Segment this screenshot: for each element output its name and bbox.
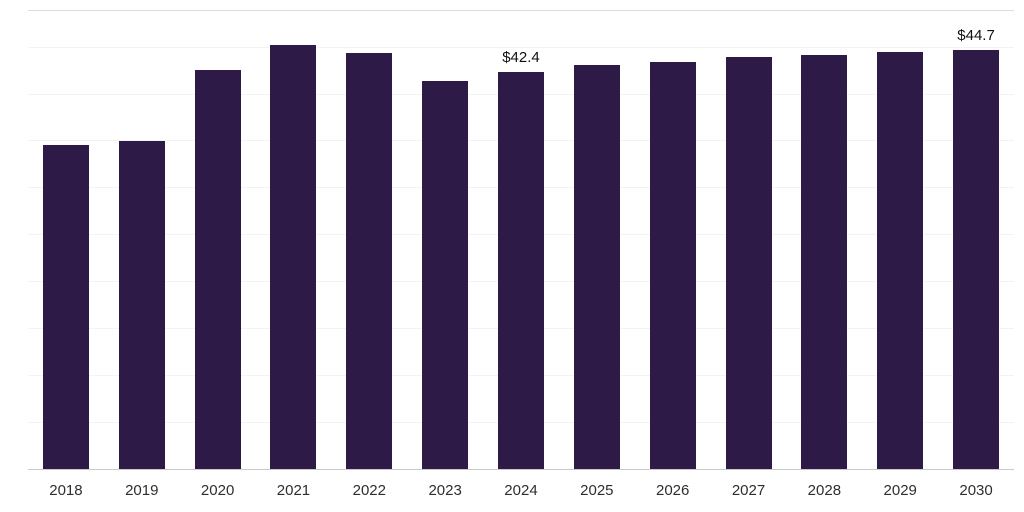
x-tick-label-2024: 2024 bbox=[504, 482, 538, 499]
bar-slot-2019 bbox=[104, 10, 180, 470]
x-tick-label-2023: 2023 bbox=[428, 482, 462, 499]
bars-layer: $42.4 $44.7 bbox=[28, 10, 1014, 470]
x-tick-label-2029: 2029 bbox=[883, 482, 917, 499]
bar-slot-2022 bbox=[331, 10, 407, 470]
bar-2019 bbox=[118, 141, 165, 470]
bar-2021 bbox=[270, 44, 317, 470]
bar-slot-2020 bbox=[180, 10, 256, 470]
bar-2027 bbox=[725, 56, 772, 470]
bar-value-label-2024: $42.4 bbox=[502, 48, 540, 66]
bar-2018 bbox=[42, 145, 89, 470]
plot-top-border bbox=[28, 10, 1014, 11]
bar-slot-2026 bbox=[635, 10, 711, 470]
bar-2025 bbox=[573, 65, 620, 470]
gridline bbox=[28, 46, 1014, 48]
bar-slot-2021 bbox=[256, 10, 332, 470]
bar-2029 bbox=[877, 52, 924, 470]
x-tick-label-2018: 2018 bbox=[49, 482, 83, 499]
x-tick-label-2025: 2025 bbox=[580, 482, 614, 499]
x-tick-label-2030: 2030 bbox=[959, 482, 993, 499]
bar-2026 bbox=[649, 61, 696, 470]
bar-slot-2030: $44.7 bbox=[938, 10, 1014, 470]
x-tick-label-2021: 2021 bbox=[276, 482, 311, 499]
x-tick-label-2027: 2027 bbox=[731, 482, 766, 499]
bar-value-label-2030: $44.7 bbox=[957, 27, 995, 45]
bar-slot-2018 bbox=[28, 10, 104, 470]
bar-slot-2024: $42.4 bbox=[483, 10, 559, 470]
x-axis-labels: 2018 2019 2020 2021 2022 2023 2024 2025 2026 2027… bbox=[28, 470, 1014, 512]
bar-2023 bbox=[422, 81, 469, 470]
x-axis-line bbox=[28, 469, 1014, 470]
bar-slot-2023 bbox=[407, 10, 483, 470]
bar-slot-2025 bbox=[559, 10, 635, 470]
bar-2030 bbox=[953, 50, 1000, 470]
bar-2022 bbox=[346, 53, 393, 470]
bar-slot-2027 bbox=[711, 10, 787, 470]
bar-slot-2028 bbox=[786, 10, 862, 470]
plot-area: $42.4 $44.7 bbox=[28, 10, 1014, 470]
x-tick-label-2026: 2026 bbox=[655, 482, 690, 499]
bar-2020 bbox=[194, 70, 241, 470]
bar-slot-2029 bbox=[862, 10, 938, 470]
x-tick-label-2028: 2028 bbox=[807, 482, 842, 499]
bar-2024 bbox=[497, 71, 544, 470]
x-tick-label-2019: 2019 bbox=[125, 482, 159, 499]
x-tick-label-2020: 2020 bbox=[200, 482, 235, 499]
x-tick-label-2022: 2022 bbox=[352, 482, 386, 499]
bar-2028 bbox=[801, 55, 848, 470]
